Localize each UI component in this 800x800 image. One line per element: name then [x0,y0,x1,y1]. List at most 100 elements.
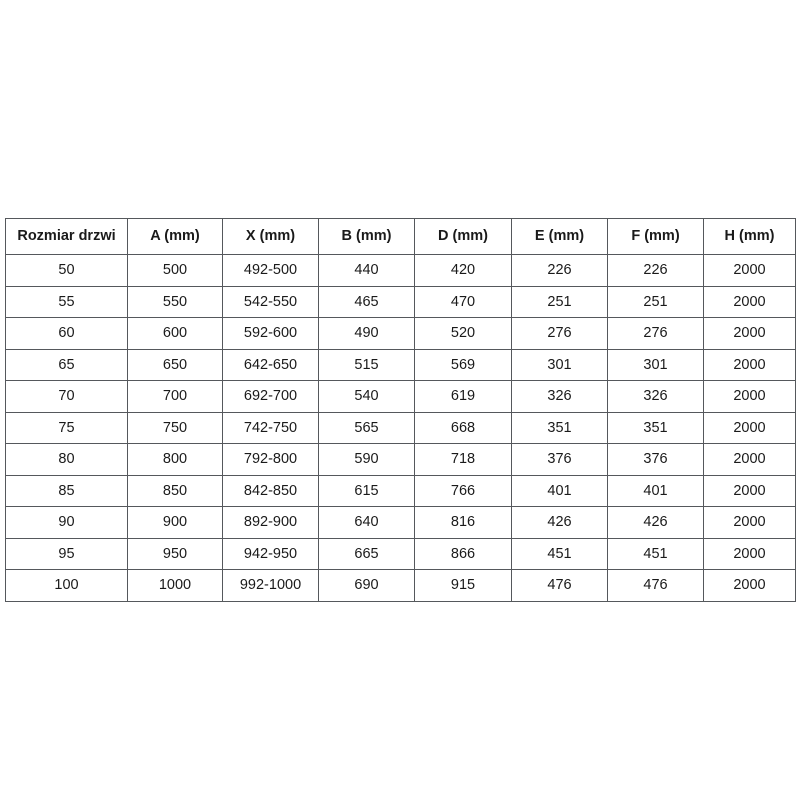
cell-b: 440 [318,254,415,287]
cell-f: 376 [607,443,704,476]
cell-x: 842-850 [222,474,319,507]
cell-x: 542-550 [222,285,319,318]
cell-e: 451 [511,537,608,570]
cell-b: 565 [318,411,415,444]
cell-rozmiar-drzwi: 90 [5,506,128,539]
table-row: 70 700 692-700 540 619 326 326 2000 [5,380,796,413]
cell-a: 700 [127,380,223,413]
cell-b: 590 [318,443,415,476]
cell-h: 2000 [703,474,796,507]
cell-rozmiar-drzwi: 85 [5,474,128,507]
table-row: 95 950 942-950 665 866 451 451 2000 [5,537,796,570]
cell-d: 619 [414,380,512,413]
cell-rozmiar-drzwi: 50 [5,254,128,287]
cell-f: 476 [607,569,704,602]
cell-a: 600 [127,317,223,350]
cell-rozmiar-drzwi: 95 [5,537,128,570]
cell-d: 915 [414,569,512,602]
cell-d: 668 [414,411,512,444]
cell-b: 540 [318,380,415,413]
cell-rozmiar-drzwi: 65 [5,348,128,381]
door-size-specification-table: Rozmiar drzwi A (mm) X (mm) B (mm) D (mm… [5,218,796,602]
column-header-rozmiar-drzwi: Rozmiar drzwi [5,218,128,255]
cell-rozmiar-drzwi: 75 [5,411,128,444]
cell-x: 642-650 [222,348,319,381]
door-size-specification-table-container: Rozmiar drzwi A (mm) X (mm) B (mm) D (mm… [5,218,796,602]
cell-h: 2000 [703,411,796,444]
cell-e: 301 [511,348,608,381]
cell-b: 490 [318,317,415,350]
cell-rozmiar-drzwi: 60 [5,317,128,350]
column-header-h: H (mm) [703,218,796,255]
cell-h: 2000 [703,380,796,413]
cell-b: 665 [318,537,415,570]
cell-x: 892-900 [222,506,319,539]
column-header-x: X (mm) [222,218,319,255]
cell-a: 750 [127,411,223,444]
cell-x: 692-700 [222,380,319,413]
cell-h: 2000 [703,569,796,602]
cell-x: 792-800 [222,443,319,476]
table-row: 90 900 892-900 640 816 426 426 2000 [5,506,796,539]
cell-a: 550 [127,285,223,318]
column-header-d: D (mm) [414,218,512,255]
cell-rozmiar-drzwi: 100 [5,569,128,602]
cell-h: 2000 [703,285,796,318]
table-row: 80 800 792-800 590 718 376 376 2000 [5,443,796,476]
cell-x: 942-950 [222,537,319,570]
table-row: 50 500 492-500 440 420 226 226 2000 [5,254,796,287]
table-row: 55 550 542-550 465 470 251 251 2000 [5,285,796,318]
cell-h: 2000 [703,348,796,381]
cell-a: 650 [127,348,223,381]
cell-e: 351 [511,411,608,444]
cell-b: 690 [318,569,415,602]
table-row: 100 1000 992-1000 690 915 476 476 2000 [5,569,796,602]
column-header-f: F (mm) [607,218,704,255]
cell-d: 718 [414,443,512,476]
cell-e: 251 [511,285,608,318]
cell-x: 492-500 [222,254,319,287]
table-row: 85 850 842-850 615 766 401 401 2000 [5,474,796,507]
cell-b: 465 [318,285,415,318]
cell-d: 470 [414,285,512,318]
cell-f: 451 [607,537,704,570]
cell-rozmiar-drzwi: 70 [5,380,128,413]
column-header-e: E (mm) [511,218,608,255]
table-row: 60 600 592-600 490 520 276 276 2000 [5,317,796,350]
cell-f: 351 [607,411,704,444]
cell-rozmiar-drzwi: 55 [5,285,128,318]
table-header-row: Rozmiar drzwi A (mm) X (mm) B (mm) D (mm… [5,218,796,255]
cell-h: 2000 [703,317,796,350]
cell-f: 401 [607,474,704,507]
cell-h: 2000 [703,537,796,570]
cell-x: 742-750 [222,411,319,444]
cell-h: 2000 [703,254,796,287]
cell-e: 476 [511,569,608,602]
cell-d: 569 [414,348,512,381]
column-header-a: A (mm) [127,218,223,255]
cell-rozmiar-drzwi: 80 [5,443,128,476]
table-header: Rozmiar drzwi A (mm) X (mm) B (mm) D (mm… [5,218,796,255]
cell-f: 251 [607,285,704,318]
cell-a: 950 [127,537,223,570]
cell-a: 500 [127,254,223,287]
cell-d: 420 [414,254,512,287]
cell-d: 816 [414,506,512,539]
cell-h: 2000 [703,443,796,476]
cell-a: 850 [127,474,223,507]
cell-a: 800 [127,443,223,476]
cell-b: 515 [318,348,415,381]
column-header-b: B (mm) [318,218,415,255]
cell-x: 992-1000 [222,569,319,602]
cell-e: 426 [511,506,608,539]
cell-f: 326 [607,380,704,413]
cell-e: 376 [511,443,608,476]
cell-e: 226 [511,254,608,287]
cell-f: 426 [607,506,704,539]
cell-b: 615 [318,474,415,507]
cell-h: 2000 [703,506,796,539]
cell-d: 766 [414,474,512,507]
cell-f: 301 [607,348,704,381]
cell-e: 326 [511,380,608,413]
